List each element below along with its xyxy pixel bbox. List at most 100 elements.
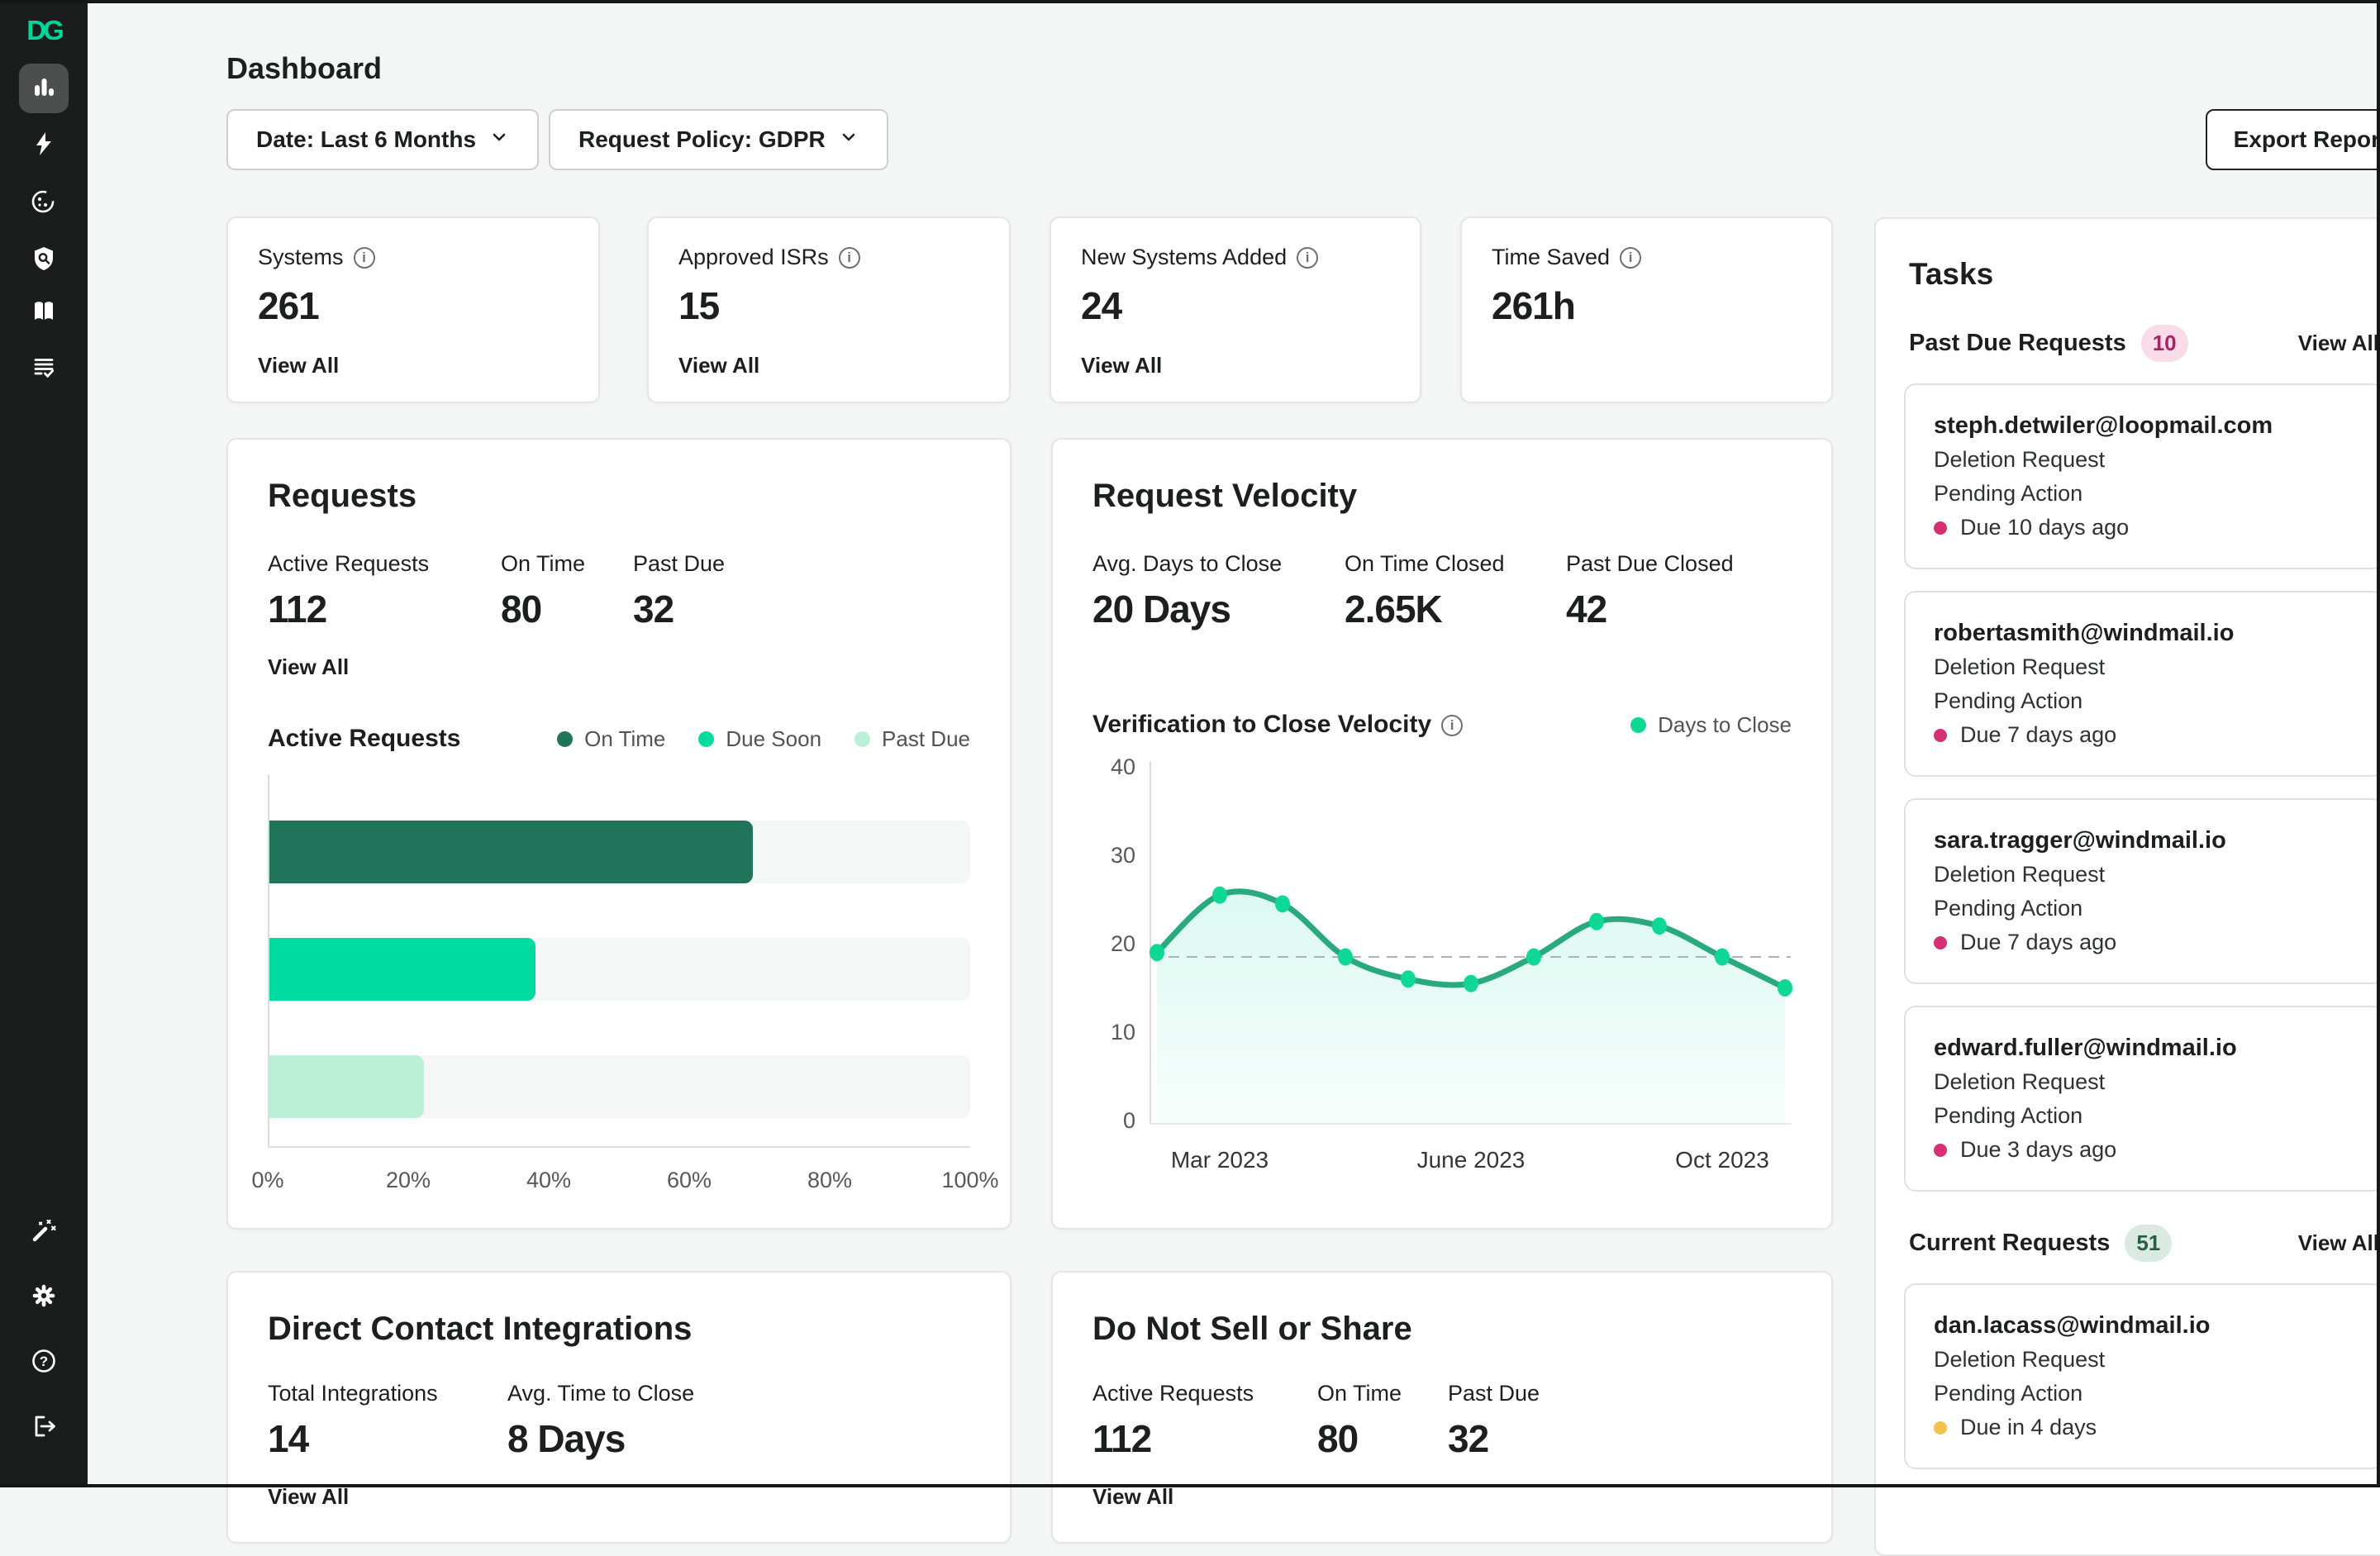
page-title: Dashboard bbox=[226, 51, 382, 86]
line-point[interactable] bbox=[1401, 970, 1416, 987]
line-point[interactable] bbox=[1715, 949, 1730, 966]
line-point[interactable] bbox=[1652, 917, 1667, 935]
nav-cookies-item[interactable] bbox=[19, 178, 69, 227]
bar-fill-due-soon[interactable] bbox=[269, 938, 536, 1001]
bar-row-on-time bbox=[269, 821, 970, 883]
stat-col: Past Due Closed 42 bbox=[1566, 551, 1734, 631]
view-all-link[interactable]: View All bbox=[2298, 331, 2379, 356]
bar-row-due-soon bbox=[269, 938, 970, 1001]
legend-past-due: Past Due bbox=[854, 726, 970, 752]
nav-logout-item[interactable] bbox=[19, 1403, 69, 1453]
policy-filter-dropdown[interactable]: Request Policy: GDPR bbox=[549, 109, 888, 170]
nav-help-item[interactable]: ? bbox=[19, 1338, 69, 1387]
svg-text:30: 30 bbox=[1111, 843, 1135, 868]
nav-data-map-item[interactable] bbox=[19, 288, 69, 337]
nav-actions-item[interactable] bbox=[19, 121, 69, 170]
task-due: Due 7 days ago bbox=[1934, 718, 2354, 752]
stat-col: On Time Closed 2.65K bbox=[1345, 551, 1566, 631]
svg-text:June 2023: June 2023 bbox=[1417, 1147, 1526, 1173]
line-point[interactable] bbox=[1275, 895, 1290, 912]
tasks-title: Tasks bbox=[1909, 257, 2380, 292]
svg-text:10: 10 bbox=[1111, 1020, 1135, 1044]
view-all-link[interactable]: View All bbox=[268, 654, 970, 680]
due-status-dot bbox=[1934, 936, 1947, 949]
legend-dot bbox=[1630, 717, 1646, 733]
bar-fill-past-due[interactable] bbox=[269, 1055, 424, 1118]
stat-value: 15 bbox=[678, 283, 979, 328]
integrations-card-title: Direct Contact Integrations bbox=[268, 1311, 970, 1348]
legend-dot bbox=[557, 731, 573, 747]
date-filter-label: Date: Last 6 Months bbox=[256, 126, 476, 153]
velocity-card-title: Request Velocity bbox=[1092, 478, 1792, 515]
chevron-down-icon bbox=[839, 126, 859, 153]
stat-value: 261h bbox=[1492, 283, 1802, 328]
due-status-dot bbox=[1934, 521, 1947, 535]
lightning-icon bbox=[30, 130, 58, 162]
line-point[interactable] bbox=[1589, 913, 1604, 930]
active-requests-chart-title: Active Requests bbox=[268, 725, 460, 753]
checklist-icon bbox=[30, 353, 58, 385]
view-all-link[interactable]: View All bbox=[1092, 1484, 1792, 1510]
bar-fill-on-time[interactable] bbox=[269, 821, 753, 883]
view-all-link[interactable]: View All bbox=[678, 353, 759, 378]
nav-privacy-monitoring-item[interactable] bbox=[19, 236, 69, 285]
legend-dot bbox=[698, 731, 714, 747]
svg-text:?: ? bbox=[40, 1354, 48, 1369]
view-all-link[interactable]: View All bbox=[268, 1484, 970, 1510]
due-status-dot bbox=[1934, 1144, 1947, 1157]
line-point[interactable] bbox=[1526, 949, 1541, 966]
export-report-button[interactable]: Export Report bbox=[2206, 109, 2380, 170]
nav-automation-item[interactable] bbox=[19, 1206, 69, 1256]
nav-settings-item[interactable] bbox=[19, 1273, 69, 1322]
stat-col: Past Due 32 bbox=[1448, 1381, 1540, 1461]
export-report-label: Export Report bbox=[2234, 126, 2380, 153]
stat-col: Active Requests 112 bbox=[268, 551, 501, 631]
count-badge: 51 bbox=[2125, 1225, 2172, 1262]
do-not-sell-card: Do Not Sell or Share Active Requests 112… bbox=[1051, 1271, 1833, 1544]
task-type: Deletion Request bbox=[1934, 858, 2354, 892]
line-point[interactable] bbox=[1778, 979, 1792, 997]
nav-requests-item[interactable] bbox=[19, 344, 69, 393]
task-type: Deletion Request bbox=[1934, 443, 2354, 477]
line-point[interactable] bbox=[1464, 975, 1478, 992]
bar-chart-icon bbox=[30, 73, 58, 105]
legend-dot bbox=[854, 731, 870, 747]
line-point[interactable] bbox=[1150, 944, 1164, 961]
line-point[interactable] bbox=[1212, 887, 1227, 904]
date-filter-dropdown[interactable]: Date: Last 6 Months bbox=[226, 109, 539, 170]
x-tick-label: 100% bbox=[941, 1168, 998, 1193]
task-status: Pending Action bbox=[1934, 892, 2354, 926]
x-tick-label: 0% bbox=[251, 1168, 283, 1193]
view-all-link[interactable]: View All bbox=[1081, 353, 1162, 378]
view-all-link[interactable]: View All bbox=[2298, 1230, 2379, 1256]
stat-value: 24 bbox=[1081, 283, 1390, 328]
line-point[interactable] bbox=[1338, 949, 1353, 966]
info-icon[interactable]: i bbox=[354, 247, 375, 269]
nav-dashboard-item[interactable] bbox=[19, 64, 69, 113]
view-all-link[interactable]: View All bbox=[258, 353, 339, 378]
task-email: steph.detwiler@loopmail.com bbox=[1934, 408, 2354, 443]
requests-card-title: Requests bbox=[268, 478, 970, 515]
request-velocity-card: Request Velocity Avg. Days to Close 20 D… bbox=[1051, 438, 1833, 1230]
legend-days-to-close: Days to Close bbox=[1630, 712, 1792, 738]
info-icon[interactable]: i bbox=[1297, 247, 1318, 269]
info-icon[interactable]: i bbox=[839, 247, 860, 269]
task-status: Pending Action bbox=[1934, 477, 2354, 511]
task-due: Due 7 days ago bbox=[1934, 926, 2354, 959]
info-icon[interactable]: i bbox=[1441, 715, 1463, 736]
bar-row-past-due bbox=[269, 1055, 970, 1118]
x-tick-label: 80% bbox=[807, 1168, 852, 1193]
datagrail-logo-icon[interactable]: DG bbox=[0, 15, 88, 46]
task-due: Due 10 days ago bbox=[1934, 511, 2354, 545]
info-icon[interactable]: i bbox=[1620, 247, 1641, 269]
active-requests-bar-chart bbox=[268, 774, 970, 1148]
